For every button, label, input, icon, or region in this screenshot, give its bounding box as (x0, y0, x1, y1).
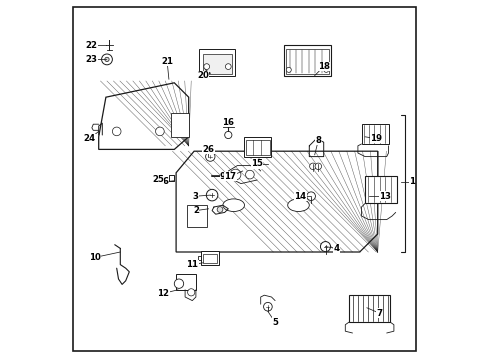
Text: 8: 8 (315, 136, 321, 145)
Text: 21: 21 (161, 57, 173, 66)
Text: 19: 19 (369, 134, 381, 143)
Circle shape (230, 169, 241, 180)
Bar (244, 137, 271, 157)
Bar (348, 295, 389, 322)
Bar (365, 176, 397, 203)
Circle shape (112, 127, 121, 136)
Text: 24: 24 (83, 134, 96, 143)
Circle shape (225, 64, 231, 69)
Text: 2: 2 (192, 206, 199, 215)
Text: 22: 22 (85, 40, 97, 49)
Circle shape (314, 163, 321, 170)
Text: 14: 14 (294, 192, 306, 201)
Text: 1: 1 (408, 177, 414, 186)
Circle shape (263, 302, 272, 311)
Text: 7: 7 (376, 309, 382, 318)
Text: 26: 26 (202, 145, 214, 154)
Circle shape (205, 152, 215, 161)
Circle shape (174, 279, 183, 288)
Bar (170, 113, 188, 137)
Polygon shape (99, 83, 188, 149)
Text: 23: 23 (85, 55, 97, 64)
Text: 20: 20 (197, 71, 208, 80)
Text: 17: 17 (224, 172, 236, 181)
Text: 25: 25 (152, 175, 163, 184)
Text: 4: 4 (332, 244, 339, 253)
Circle shape (224, 131, 231, 139)
Text: 16: 16 (222, 118, 234, 127)
Circle shape (245, 170, 254, 179)
Circle shape (155, 127, 164, 136)
Circle shape (285, 67, 291, 72)
Bar (246, 140, 269, 155)
Circle shape (187, 289, 194, 296)
Bar (285, 49, 328, 74)
Bar (201, 251, 218, 265)
Circle shape (323, 67, 328, 72)
Circle shape (217, 207, 223, 212)
Ellipse shape (287, 199, 309, 211)
Circle shape (320, 242, 330, 252)
Ellipse shape (223, 199, 244, 211)
Circle shape (309, 163, 316, 170)
Text: 12: 12 (157, 289, 169, 298)
Bar (203, 254, 216, 263)
Bar (203, 54, 231, 74)
Circle shape (102, 54, 112, 65)
Text: 3: 3 (192, 192, 199, 201)
Bar (186, 205, 206, 227)
Text: 9: 9 (220, 172, 225, 181)
Bar (199, 49, 235, 76)
Bar (176, 274, 196, 290)
Text: 10: 10 (89, 253, 101, 262)
Circle shape (306, 192, 315, 201)
Text: 6: 6 (162, 177, 168, 186)
Circle shape (206, 189, 218, 201)
Text: 15: 15 (251, 159, 263, 168)
Circle shape (104, 57, 109, 62)
Bar (361, 124, 387, 144)
Circle shape (203, 64, 209, 69)
Polygon shape (176, 151, 377, 252)
Text: 5: 5 (272, 318, 278, 327)
Text: 11: 11 (186, 260, 198, 269)
Bar (284, 45, 330, 76)
Text: 18: 18 (317, 62, 329, 71)
Text: 13: 13 (378, 192, 390, 201)
